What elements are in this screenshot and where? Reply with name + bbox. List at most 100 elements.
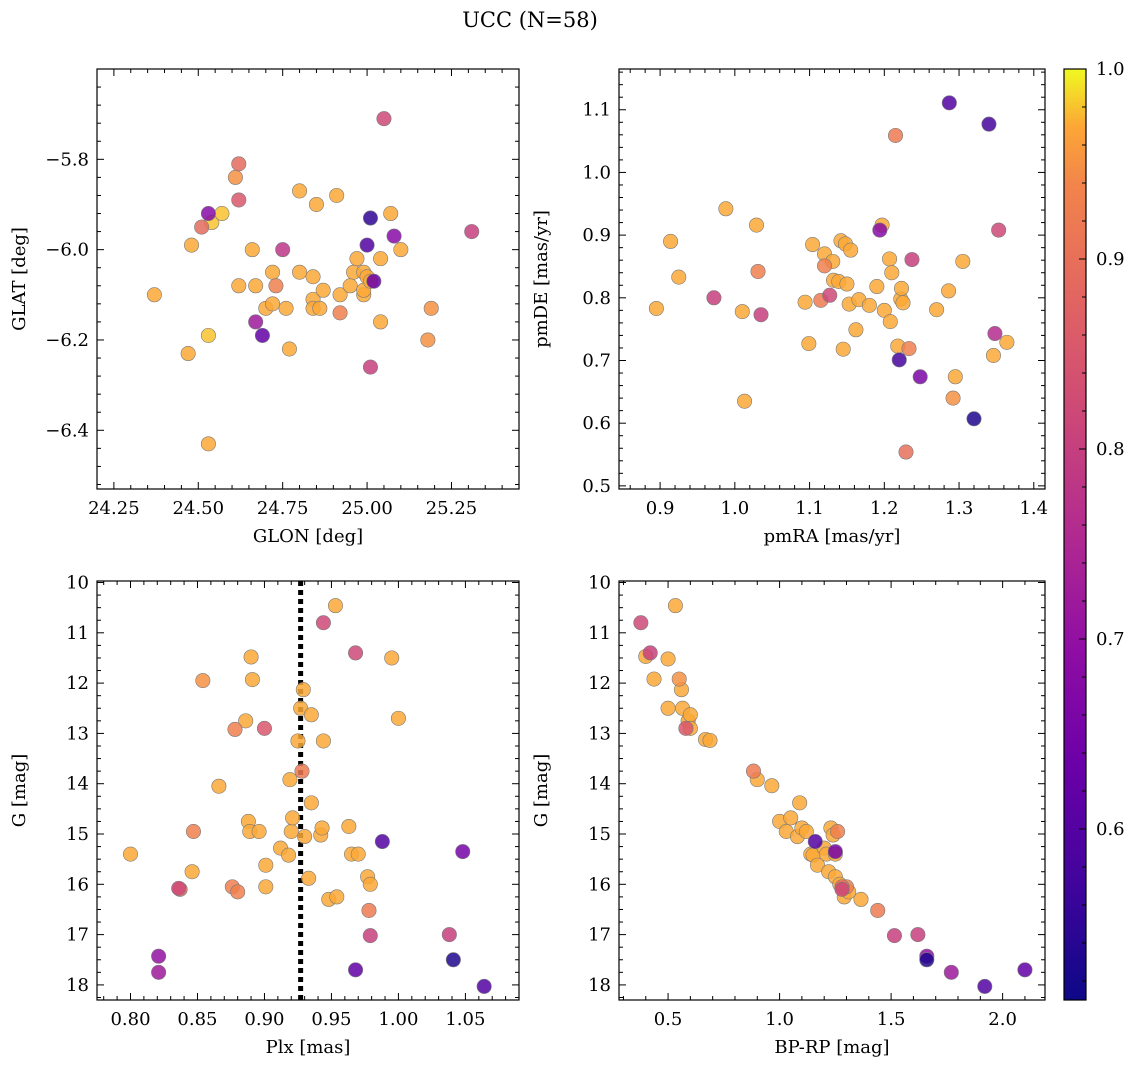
- x-tick-label: 24.75: [257, 498, 309, 519]
- panel-plx-g: 0.80 0.85 0.90 0.95 1.00 1.05 10 11 12 13 14 15 16 17…: [9, 573, 520, 1058]
- data-point: [929, 302, 945, 318]
- colorbar-tick-label: 0.7: [1096, 629, 1125, 650]
- data-point: [981, 116, 997, 132]
- data-point: [292, 183, 308, 199]
- x-tick-label: 1.3: [945, 498, 974, 519]
- plot-frame: [96, 580, 520, 1001]
- data-point: [633, 615, 649, 631]
- data-point: [362, 876, 378, 892]
- x-tick-label: 1.0: [765, 1009, 794, 1030]
- data-point: [342, 278, 358, 294]
- data-point: [341, 818, 357, 834]
- data-point: [817, 258, 833, 274]
- data-point: [254, 327, 270, 343]
- data-point: [955, 253, 971, 269]
- data-point: [366, 273, 382, 289]
- data-point: [660, 700, 676, 716]
- data-point: [423, 300, 439, 316]
- data-point: [230, 884, 246, 900]
- y-tick-label: 17: [588, 925, 611, 946]
- data-point: [265, 264, 281, 280]
- data-point: [648, 300, 664, 316]
- y-tick-label: 12: [66, 673, 89, 694]
- x-tick-label: 25.00: [341, 498, 393, 519]
- y-tick-label: 17: [66, 925, 89, 946]
- y-tick-label: 1.1: [582, 100, 611, 121]
- data-point: [869, 279, 885, 295]
- data-point: [660, 651, 676, 667]
- x-axis-label: pmRA [mas/yr]: [764, 526, 901, 547]
- data-point: [805, 237, 821, 253]
- data-point: [227, 721, 243, 737]
- data-point: [244, 672, 260, 688]
- data-point: [886, 928, 902, 944]
- data-point: [231, 192, 247, 208]
- data-point: [373, 314, 389, 330]
- data-point: [390, 710, 406, 726]
- y-tick-label: −6.0: [45, 240, 89, 261]
- scatter-points: [648, 95, 1015, 460]
- data-point: [258, 857, 274, 873]
- data-point: [231, 278, 247, 294]
- data-point: [194, 219, 210, 235]
- data-point: [745, 763, 761, 779]
- data-point: [667, 598, 683, 614]
- data-point: [764, 778, 780, 794]
- data-point: [985, 347, 1001, 363]
- data-point: [941, 95, 957, 111]
- y-tick-label: 0.7: [582, 350, 611, 371]
- data-point: [910, 927, 926, 943]
- data-point: [348, 962, 364, 978]
- data-point: [947, 369, 963, 385]
- data-point: [835, 341, 851, 357]
- x-tick-label: 24.25: [88, 498, 140, 519]
- data-point: [848, 322, 864, 338]
- x-tick-label: 0.85: [177, 1009, 217, 1030]
- data-point: [200, 327, 216, 343]
- data-point: [898, 444, 914, 460]
- data-point: [282, 772, 298, 788]
- x-tick-label: 1.0: [721, 498, 750, 519]
- data-point: [227, 169, 243, 185]
- data-point: [349, 251, 365, 267]
- x-tick-label: 2.0: [988, 1009, 1017, 1030]
- data-point: [268, 278, 284, 294]
- y-axis-label: G [mag]: [531, 754, 552, 827]
- data-point: [888, 127, 904, 143]
- data-point: [464, 224, 480, 240]
- scatter-points: [146, 111, 480, 452]
- data-point: [151, 964, 167, 980]
- data-point: [295, 682, 311, 698]
- y-tick-label: 0.8: [582, 288, 611, 309]
- data-point: [671, 269, 687, 285]
- y-tick-label: 0.5: [582, 476, 611, 497]
- x-axis-label: GLON [deg]: [253, 526, 363, 547]
- data-point: [373, 251, 389, 267]
- scatter-points: [122, 581, 492, 1000]
- data-point: [350, 846, 366, 862]
- x-tick-label: 1.00: [378, 1009, 418, 1030]
- data-point: [734, 304, 750, 320]
- y-tick-label: 11: [588, 623, 611, 644]
- x-tick-label: 25.25: [426, 498, 478, 519]
- data-point: [737, 393, 753, 409]
- data-point: [281, 847, 297, 863]
- data-point: [184, 237, 200, 253]
- data-point: [706, 290, 722, 306]
- data-point: [297, 829, 313, 845]
- data-point: [941, 283, 957, 299]
- data-point: [895, 295, 911, 311]
- data-point: [248, 314, 264, 330]
- data-point: [827, 844, 843, 860]
- data-point: [870, 902, 886, 918]
- data-point: [445, 952, 461, 968]
- x-tick-label: 1.1: [795, 498, 824, 519]
- data-point: [839, 276, 855, 292]
- data-point: [285, 810, 301, 826]
- data-point: [853, 891, 869, 907]
- data-point: [332, 287, 348, 303]
- figure-title: UCC (N=58): [462, 8, 598, 32]
- colorbar-tick-label: 0.9: [1096, 249, 1125, 270]
- data-point: [798, 823, 814, 839]
- data-point: [384, 650, 400, 666]
